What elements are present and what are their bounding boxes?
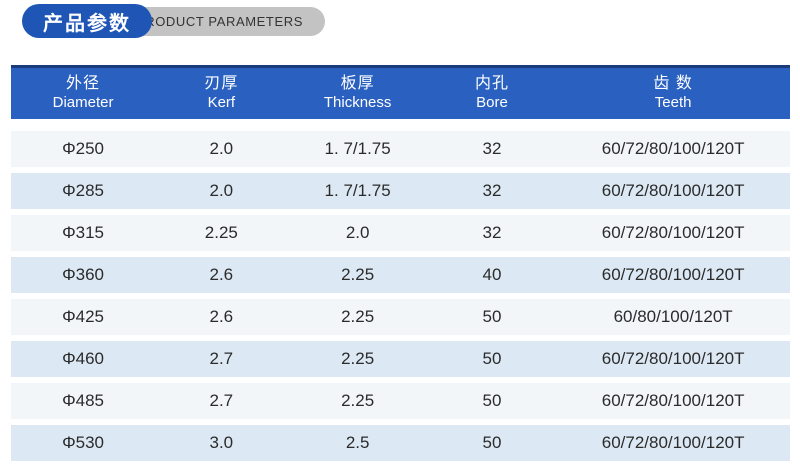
- title-badge-chinese-pill: 产品参数: [22, 4, 152, 38]
- cell-thickness: 2.25: [341, 349, 375, 368]
- cell-diameter: Φ485: [62, 391, 105, 410]
- cell-teeth: 60/72/80/100/120T: [601, 265, 745, 284]
- cell-diameter: Φ315: [62, 223, 105, 242]
- cell-kerf: 2.0: [209, 139, 234, 158]
- table-row: Φ485 2.7 2.25 50 60/72/80/100/120T: [11, 383, 790, 419]
- cell-diameter: Φ460: [62, 349, 105, 368]
- cell-teeth: 60/72/80/100/120T: [601, 139, 745, 158]
- column-header-diameter: 外径 Diameter: [11, 68, 155, 119]
- table-row: Φ315 2.25 2.0 32 60/72/80/100/120T: [11, 215, 790, 251]
- column-header-teeth: 齿 数 Teeth: [556, 68, 790, 119]
- parameters-table: 外径 Diameter 刃厚 Kerf 板厚 Thickness 内孔 Bore…: [11, 65, 790, 467]
- cell-bore: 50: [482, 391, 502, 410]
- cell-thickness: 1. 7/1.75: [324, 139, 391, 158]
- cell-teeth: 60/72/80/100/120T: [601, 391, 745, 410]
- column-header-bore: 内孔 Bore: [428, 68, 557, 119]
- cell-bore: 50: [482, 307, 502, 326]
- section-title-badge: PRODUCT PARAMETERS 产品参数: [0, 0, 360, 44]
- column-header-diameter-zh: 外径: [66, 75, 101, 93]
- cell-kerf: 2.25: [204, 223, 238, 242]
- cell-kerf: 2.7: [209, 391, 234, 410]
- column-header-kerf: 刃厚 Kerf: [155, 68, 287, 119]
- cell-bore: 32: [482, 139, 502, 158]
- table-body: Φ250 2.0 1. 7/1.75 32 60/72/80/100/120T …: [11, 131, 790, 461]
- table-header-row: 外径 Diameter 刃厚 Kerf 板厚 Thickness 内孔 Bore…: [11, 65, 790, 119]
- table-row: Φ285 2.0 1. 7/1.75 32 60/72/80/100/120T: [11, 173, 790, 209]
- cell-bore: 50: [482, 433, 502, 452]
- column-header-teeth-en: Teeth: [654, 94, 692, 112]
- table-row: Φ530 3.0 2.5 50 60/72/80/100/120T: [11, 425, 790, 461]
- column-header-kerf-zh: 刃厚: [204, 75, 239, 93]
- cell-bore: 32: [482, 223, 502, 242]
- table-row: Φ250 2.0 1. 7/1.75 32 60/72/80/100/120T: [11, 131, 790, 167]
- cell-kerf: 2.6: [209, 265, 234, 284]
- cell-thickness: 2.25: [341, 307, 375, 326]
- cell-kerf: 2.7: [209, 349, 234, 368]
- cell-bore: 50: [482, 349, 502, 368]
- cell-teeth: 60/72/80/100/120T: [601, 433, 745, 452]
- cell-thickness: 1. 7/1.75: [324, 181, 391, 200]
- column-header-teeth-zh: 齿 数: [653, 75, 693, 93]
- cell-teeth: 60/80/100/120T: [613, 307, 733, 326]
- column-header-kerf-en: Kerf: [207, 94, 236, 112]
- cell-teeth: 60/72/80/100/120T: [601, 349, 745, 368]
- cell-bore: 40: [482, 265, 502, 284]
- table-row: Φ460 2.7 2.25 50 60/72/80/100/120T: [11, 341, 790, 377]
- cell-kerf: 3.0: [209, 433, 234, 452]
- column-header-bore-en: Bore: [476, 94, 508, 112]
- column-header-bore-zh: 内孔: [475, 75, 510, 93]
- cell-diameter: Φ360: [62, 265, 105, 284]
- cell-bore: 32: [482, 181, 502, 200]
- title-english-label: PRODUCT PARAMETERS: [135, 14, 303, 29]
- column-header-thickness: 板厚 Thickness: [288, 68, 428, 119]
- cell-diameter: Φ425: [62, 307, 105, 326]
- column-header-diameter-en: Diameter: [52, 94, 114, 112]
- cell-diameter: Φ530: [62, 433, 105, 452]
- cell-teeth: 60/72/80/100/120T: [601, 223, 745, 242]
- cell-thickness: 2.0: [345, 223, 370, 242]
- cell-kerf: 2.0: [209, 181, 234, 200]
- column-header-thickness-en: Thickness: [323, 94, 392, 112]
- cell-diameter: Φ285: [62, 181, 105, 200]
- table-row: Φ360 2.6 2.25 40 60/72/80/100/120T: [11, 257, 790, 293]
- cell-diameter: Φ250: [62, 139, 105, 158]
- cell-thickness: 2.5: [345, 433, 370, 452]
- table-row: Φ425 2.6 2.25 50 60/80/100/120T: [11, 299, 790, 335]
- column-header-thickness-zh: 板厚: [340, 75, 375, 93]
- cell-teeth: 60/72/80/100/120T: [601, 181, 745, 200]
- cell-thickness: 2.25: [341, 265, 375, 284]
- cell-thickness: 2.25: [341, 391, 375, 410]
- cell-kerf: 2.6: [209, 307, 234, 326]
- title-chinese-label: 产品参数: [43, 12, 131, 35]
